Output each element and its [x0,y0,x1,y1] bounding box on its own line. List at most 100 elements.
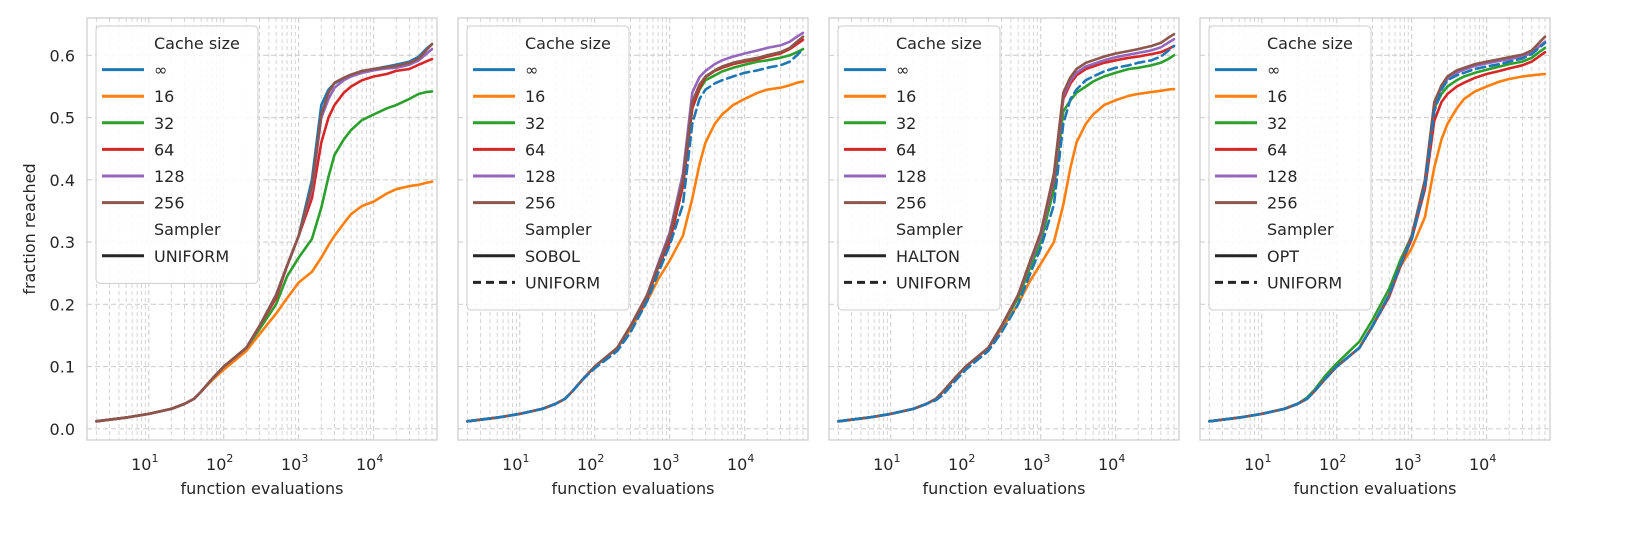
x-tick-exponent: 1 [1264,452,1271,465]
legend-label: 32 [154,114,174,133]
x-tick-label: 103 [652,452,679,474]
series-lines [1208,35,1547,423]
x-tick-label: 104 [1098,452,1125,474]
y-tick-label: 0.2 [50,295,75,314]
series-line-inf-dashed [837,44,1176,423]
x-tick-exponent: 1 [151,452,158,465]
y-tick-label: 0.4 [50,171,75,190]
x-tick-base: 10 [652,455,672,474]
series-lines [95,42,434,423]
x-tick-base: 10 [1394,455,1414,474]
y-tick-label: 0.0 [50,420,75,439]
legend-title-cache: Cache size [1267,34,1353,53]
legend-label: 64 [1267,140,1287,159]
legend-label: ∞ [896,61,909,80]
legend-label: 256 [525,194,556,213]
x-tick-base: 10 [1319,455,1339,474]
x-tick-base: 10 [356,455,376,474]
x-tick-base: 10 [948,455,968,474]
series-line-inf-dashed [466,47,805,423]
x-tick-base: 10 [502,455,522,474]
x-tick-base: 10 [1469,455,1489,474]
legend-label: 32 [1267,114,1287,133]
legend-title-sampler: Sampler [896,220,963,239]
x-tick-label: 102 [1319,452,1346,474]
x-tick-exponent: 4 [747,452,754,465]
legend-label: 64 [154,140,174,159]
x-tick-label: 103 [1023,452,1050,474]
x-tick-exponent: 3 [301,452,308,465]
x-tick-label: 101 [1244,452,1271,474]
series-lines [466,31,805,423]
legend-label: 16 [525,87,545,106]
x-tick-exponent: 1 [522,452,529,465]
x-tick-exponent: 3 [672,452,679,465]
x-tick-label: 101 [502,452,529,474]
x-tick-exponent: 4 [376,452,383,465]
legend-title-sampler: Sampler [154,220,221,239]
legend-title-sampler: Sampler [1267,220,1334,239]
y-tick-label: 0.6 [50,46,75,65]
series-line-c256 [837,32,1176,423]
x-tick-exponent: 1 [893,452,900,465]
legend: Cache size ∞ 16 32 64 128 256 Sampler UNIFORM [95,25,259,284]
x-tick-label: 102 [948,452,975,474]
legend-label: 256 [1267,194,1298,213]
legend-title-cache: Cache size [525,34,611,53]
x-tick-exponent: 2 [968,452,975,465]
y-tick-label: 0.1 [50,358,75,377]
y-tick-label: 0.5 [50,109,75,128]
legend-label: ∞ [1267,61,1280,80]
legend-label: 16 [154,87,174,106]
legend-label: UNIFORM [1267,273,1342,292]
x-tick-exponent: 2 [226,452,233,465]
x-tick-base: 10 [873,455,893,474]
x-axis-label: function evaluations [181,479,344,498]
axes-frame [457,17,809,441]
legend-label: 128 [1267,167,1298,186]
legend-label: OPT [1267,247,1299,266]
legend-label: 64 [525,140,545,159]
x-tick-label: 103 [1394,452,1421,474]
panel-1: 101 102 103 1040.00.10.20.30.40.50.6functio… [20,17,438,498]
x-tick-base: 10 [577,455,597,474]
x-tick-exponent: 2 [1339,452,1346,465]
legend-label: 256 [154,194,185,213]
series-lines [837,32,1176,423]
legend: Cache size ∞ 16 32 64 128 256 Sampler OPT UNIFORM [1208,25,1372,311]
legend-label: HALTON [896,247,960,266]
legend-label: 32 [896,114,916,133]
legend-label: UNIFORM [525,273,600,292]
legend-label: 128 [154,167,185,186]
x-tick-exponent: 4 [1489,452,1496,465]
legend-label: UNIFORM [896,273,971,292]
series-line-inf-dashed [1208,41,1547,423]
x-tick-base: 10 [206,455,226,474]
x-tick-base: 10 [281,455,301,474]
axes-frame [828,17,1180,441]
legend-label: ∞ [525,61,538,80]
x-tick-base: 10 [131,455,151,474]
x-tick-base: 10 [1244,455,1264,474]
x-tick-label: 102 [206,452,233,474]
x-tick-exponent: 3 [1043,452,1050,465]
axes-frame [86,17,438,441]
legend-box [95,25,259,284]
legend-label: 16 [1267,87,1287,106]
legend-label: SOBOL [525,247,580,266]
x-tick-label: 102 [577,452,604,474]
series-line-c256 [95,42,434,423]
x-tick-label: 101 [873,452,900,474]
legend-label: 128 [525,167,556,186]
legend-label: 128 [896,167,927,186]
legend: Cache size ∞ 16 32 64 128 256 Sampler SOBOL UNIFO… [466,25,630,311]
x-tick-label: 104 [727,452,754,474]
legend-title-cache: Cache size [896,34,982,53]
y-tick-label: 0.3 [50,233,75,252]
legend-label: UNIFORM [154,247,229,266]
legend-label: 32 [525,114,545,133]
x-tick-label: 104 [1469,452,1496,474]
